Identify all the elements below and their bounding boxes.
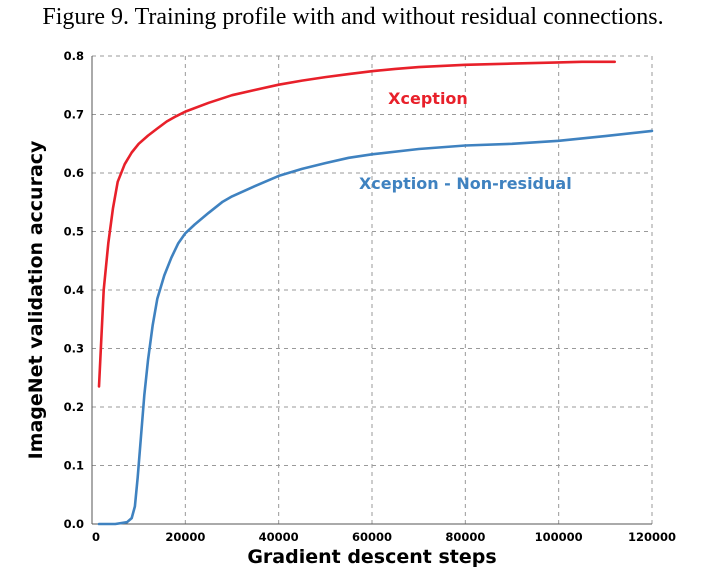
y-axis-title: ImageNet validation accuracy — [25, 140, 47, 459]
x-tick-label: 40000 — [259, 530, 299, 544]
y-tick-label: 0.6 — [64, 166, 84, 180]
x-tick-label: 20000 — [165, 530, 205, 544]
x-tick-label: 60000 — [352, 530, 392, 544]
series-annotation-xception: Xception — [388, 89, 468, 108]
y-tick-label: 0.7 — [64, 108, 84, 122]
x-tick-label: 120000 — [628, 530, 676, 544]
y-tick-label: 0.3 — [64, 342, 84, 356]
series-line-xception-non-residual — [97, 129, 654, 526]
series-annotations: Xception Xception - Non-residual — [359, 89, 572, 193]
series-annotation-xception-non-residual: Xception - Non-residual — [359, 174, 572, 193]
x-axis-title: Gradient descent steps — [247, 546, 496, 568]
series-group — [97, 60, 654, 526]
y-tick-label: 0.2 — [64, 400, 84, 414]
x-tick-label: 80000 — [445, 530, 485, 544]
y-tick-label: 0.1 — [64, 459, 84, 473]
y-tick-label: 0.8 — [64, 49, 84, 63]
x-tick-label-origin: 0 — [92, 530, 100, 544]
y-tick-label: 0.5 — [64, 225, 84, 239]
axis-ticks: 0.0 0.1 0.2 0.3 0.4 0.5 0.6 0.7 0.8 0 20000 40000 60… — [64, 49, 676, 544]
y-tick-label: 0.0 — [64, 517, 84, 531]
x-tick-label: 100000 — [535, 530, 583, 544]
grid-lines — [92, 55, 653, 525]
series-line-xception — [97, 60, 616, 388]
figure-caption: Figure 9. Training profile with and with… — [42, 4, 664, 30]
y-tick-label: 0.4 — [64, 283, 84, 297]
plot-frame — [91, 56, 652, 525]
